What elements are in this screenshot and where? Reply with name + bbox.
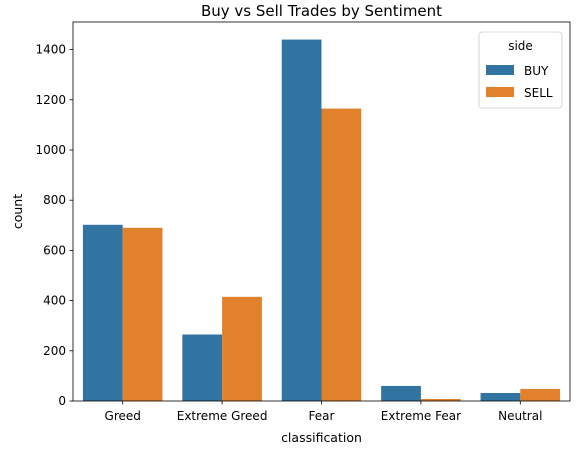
bar-sell-neutral bbox=[520, 388, 561, 401]
y-tick-label: 200 bbox=[43, 344, 66, 358]
legend-label-sell: SELL bbox=[524, 86, 553, 100]
y-tick-label: 400 bbox=[43, 294, 66, 308]
y-tick-label: 1400 bbox=[35, 43, 66, 57]
legend-swatch-buy bbox=[486, 65, 514, 75]
bar-buy-neutral bbox=[480, 392, 521, 401]
bar-sell-greed bbox=[122, 227, 163, 401]
bar-sell-extreme-fear bbox=[420, 398, 461, 401]
legend-title: side bbox=[508, 39, 533, 53]
y-tick-label: 800 bbox=[43, 193, 66, 207]
x-axis-label: classification bbox=[281, 430, 362, 445]
y-tick-label: 0 bbox=[58, 394, 66, 408]
bars-group bbox=[82, 39, 561, 401]
bar-buy-extreme-fear bbox=[381, 385, 421, 401]
x-tick-label-greed: Greed bbox=[105, 409, 141, 423]
bar-sell-fear bbox=[321, 108, 362, 401]
bar-buy-greed bbox=[82, 224, 123, 401]
legend-label-buy: BUY bbox=[524, 64, 549, 78]
x-tick-label-extreme-greed: Extreme Greed bbox=[177, 409, 268, 423]
x-tick-label-fear: Fear bbox=[309, 409, 335, 423]
bar-sell-extreme-greed bbox=[222, 296, 262, 401]
y-tick-label: 600 bbox=[43, 243, 66, 257]
chart-title: Buy vs Sell Trades by Sentiment bbox=[201, 2, 442, 20]
y-tick-label: 1000 bbox=[35, 143, 66, 157]
y-tick-label: 1200 bbox=[35, 93, 66, 107]
plot-frame bbox=[72, 21, 571, 402]
y-axis-ticks: 0 200 400 600 800 1000 1200 1400 bbox=[35, 43, 73, 408]
y-axis-label: count bbox=[10, 194, 25, 229]
legend: side BUY SELL bbox=[478, 31, 563, 109]
x-axis-ticks: Greed Extreme Greed Fear Extreme Fear Neutra… bbox=[105, 401, 542, 423]
legend-swatch-sell bbox=[486, 87, 514, 97]
x-tick-label-extreme-fear: Extreme Fear bbox=[381, 409, 461, 423]
x-tick-label-neutral: Neutral bbox=[498, 409, 542, 423]
bar-buy-fear bbox=[281, 39, 322, 401]
bar-buy-extreme-greed bbox=[182, 334, 223, 401]
